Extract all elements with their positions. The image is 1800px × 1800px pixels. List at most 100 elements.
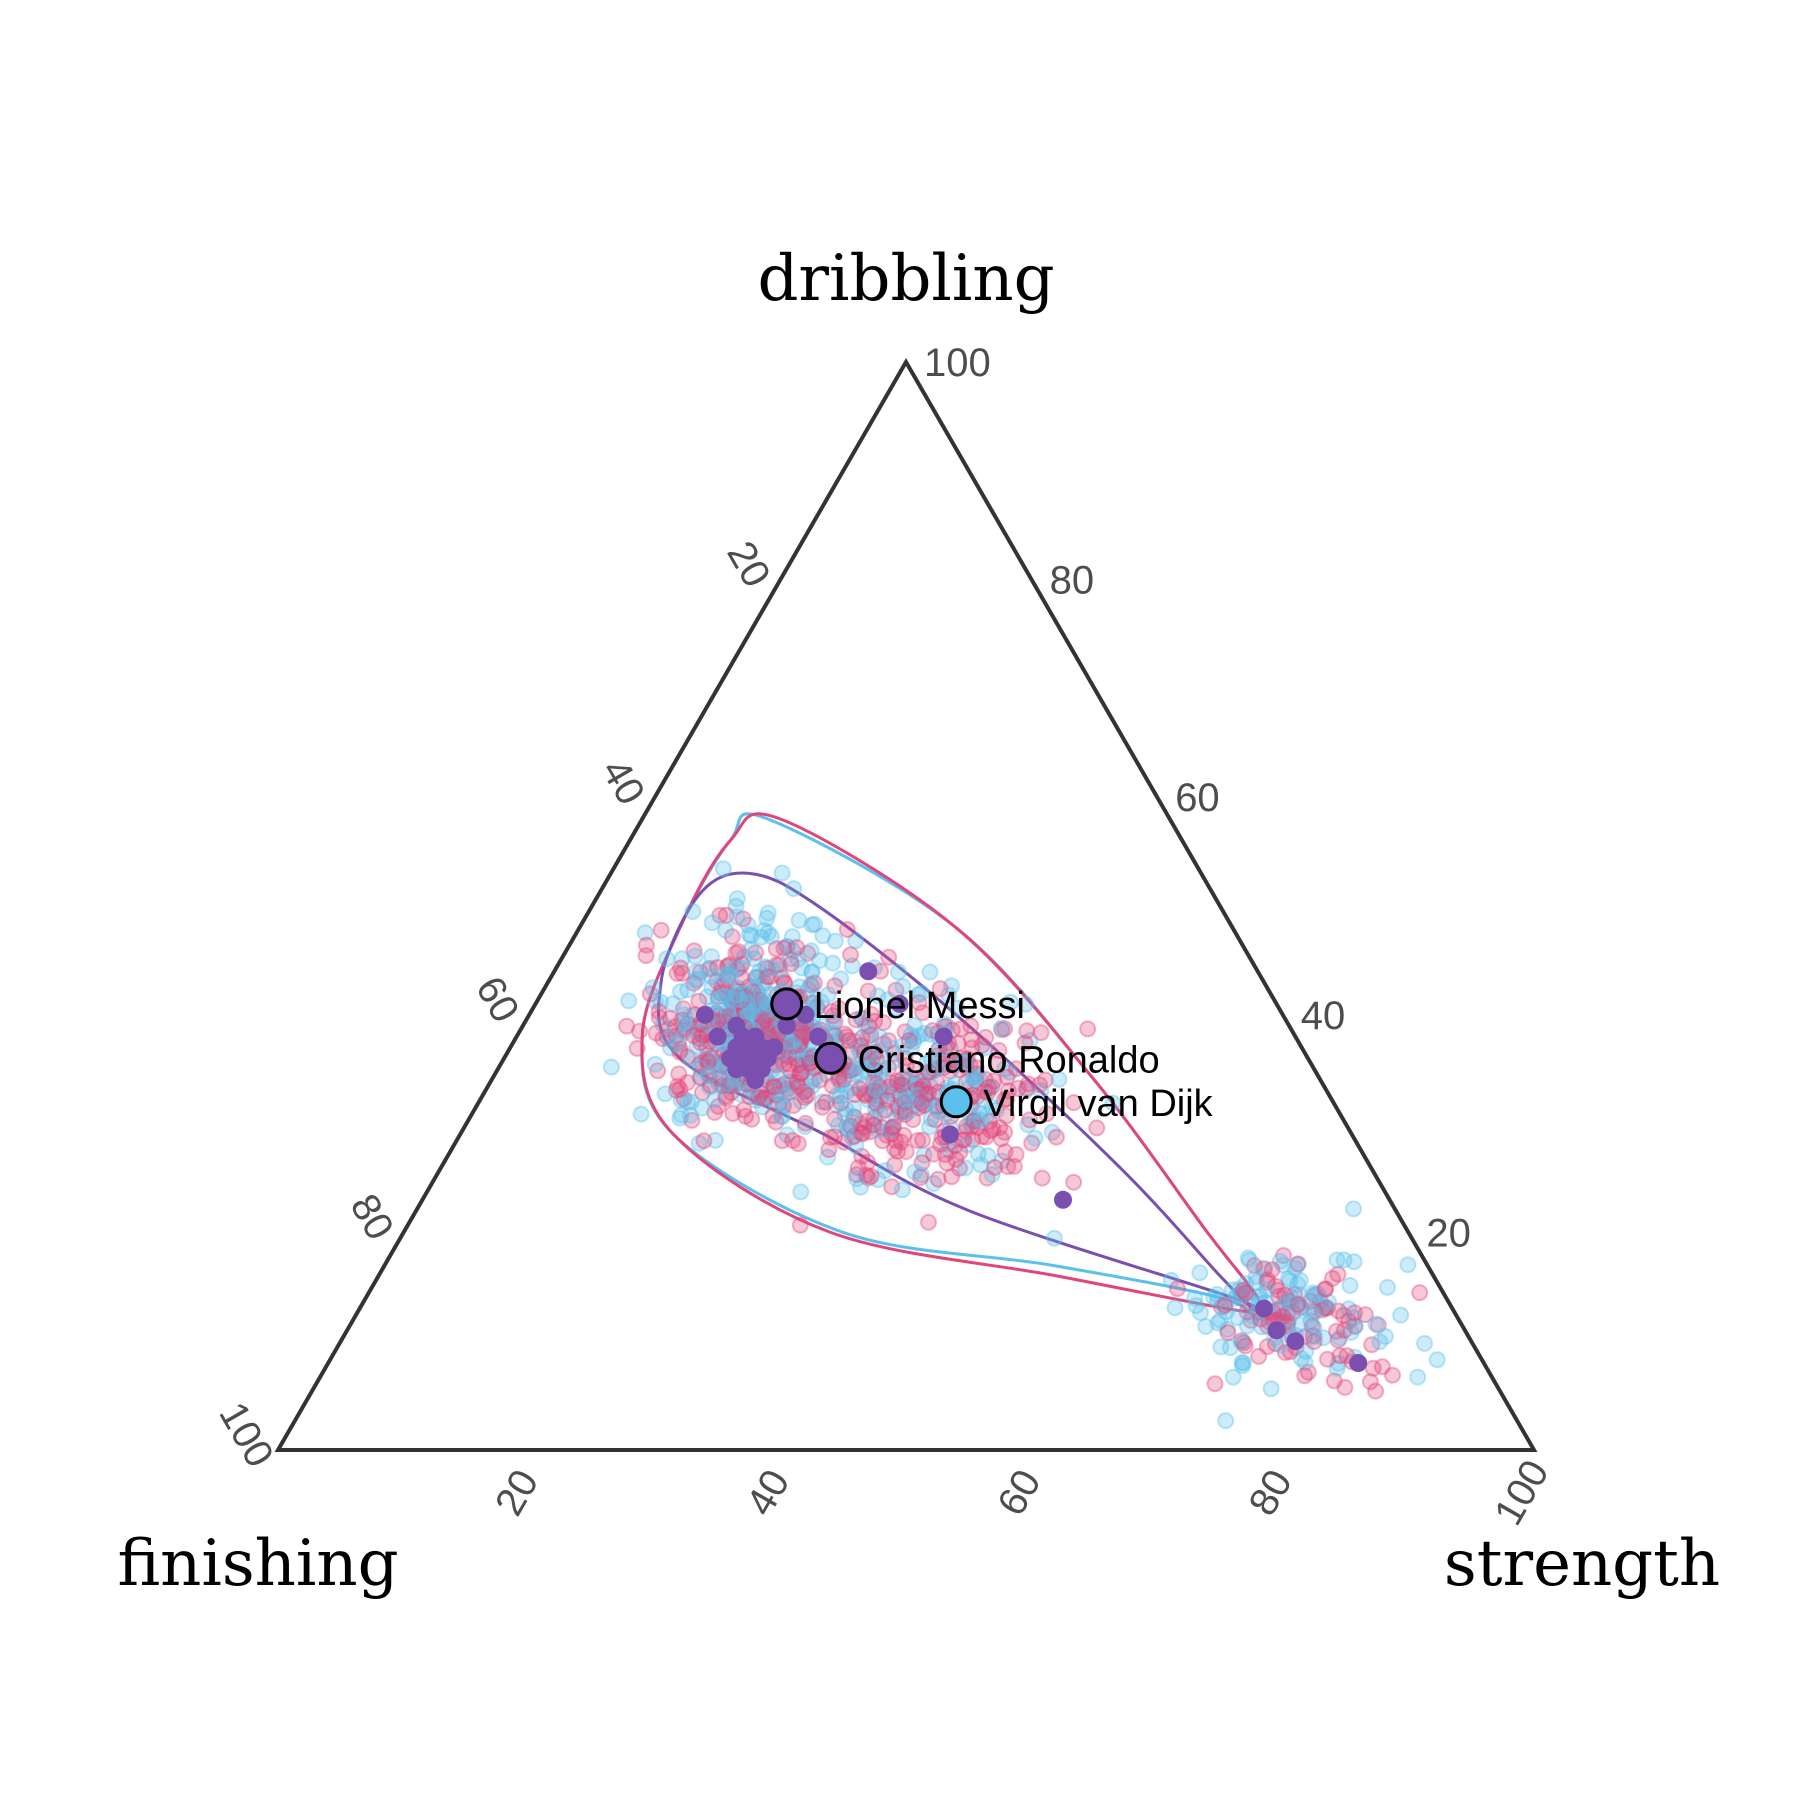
light_blue-point — [849, 1038, 867, 1056]
light_blue-point — [1262, 1380, 1280, 1398]
light_blue-point — [940, 986, 958, 1004]
pink-point — [706, 1104, 724, 1121]
purple-contour — [657, 871, 1263, 1313]
pink-point — [748, 991, 765, 1008]
pink-point — [943, 1168, 961, 1186]
pink-point — [775, 1055, 793, 1073]
light_blue-point — [682, 1050, 700, 1068]
pink-point — [647, 1024, 665, 1042]
light_blue-point — [662, 1039, 679, 1057]
pink-point — [906, 1060, 924, 1078]
light_blue-point — [803, 916, 821, 934]
pink-point — [1263, 1261, 1281, 1279]
pink-point — [947, 1151, 965, 1168]
pink-point — [1305, 1333, 1323, 1351]
pink-point — [714, 1077, 732, 1095]
light_blue-point — [709, 1058, 727, 1076]
light_blue-point — [851, 1044, 869, 1061]
pink-point — [948, 1052, 966, 1070]
pink-point — [717, 1089, 735, 1107]
pink-point — [874, 1119, 891, 1137]
light_blue-point — [1274, 1256, 1292, 1274]
light_blue-point — [846, 1064, 864, 1082]
light_blue-point — [1341, 1277, 1359, 1294]
purple-point — [740, 1038, 758, 1057]
pink-point — [820, 1141, 838, 1159]
pink-point — [1325, 1372, 1343, 1390]
pink-point — [711, 984, 729, 1002]
light_blue-point — [771, 961, 789, 979]
light_blue-point — [916, 1087, 934, 1105]
pink-point — [951, 1159, 968, 1177]
pink-point — [785, 1037, 803, 1055]
pink-point — [973, 1036, 991, 1054]
pink-point — [1363, 1336, 1381, 1354]
light_blue-point — [910, 1027, 928, 1045]
pink-point — [1289, 1296, 1307, 1313]
pink-point — [849, 1159, 867, 1177]
light_blue-point — [644, 979, 662, 997]
light_blue-point — [730, 990, 748, 1008]
pink-point — [699, 1053, 717, 1071]
light_blue-point — [883, 1053, 901, 1071]
light_blue-point — [918, 1054, 936, 1072]
light_blue-point — [847, 1137, 865, 1155]
light_blue-point — [1379, 1278, 1396, 1296]
pink-point — [775, 1097, 793, 1115]
light_blue-point — [760, 1012, 778, 1029]
pink-point — [855, 1085, 873, 1103]
pink-point — [846, 1060, 863, 1077]
tick-dribbling-20: 20 — [1426, 1211, 1471, 1255]
light_blue-point — [703, 1053, 721, 1071]
light_blue-point — [769, 1067, 787, 1085]
pink-point — [896, 1094, 913, 1112]
light_blue-point — [925, 1175, 943, 1192]
pink-point — [897, 1143, 915, 1161]
pink-point — [1007, 1146, 1025, 1163]
pink-point — [880, 1032, 898, 1050]
pink-point — [951, 1143, 969, 1161]
pink-point — [1275, 1247, 1292, 1264]
pink-point — [793, 1023, 811, 1041]
pink-point — [788, 1051, 806, 1069]
pink-point — [1328, 1322, 1345, 1340]
pink-point — [897, 1057, 915, 1075]
light_blue-point — [819, 1148, 836, 1166]
pink-point — [709, 988, 727, 1006]
light_blue-point — [1309, 1285, 1326, 1303]
pink-point — [1280, 1292, 1298, 1310]
tick-strength-40: 40 — [738, 1463, 798, 1524]
purple-point — [809, 1027, 828, 1046]
pink-point — [753, 1010, 771, 1028]
light_blue-point — [1043, 1123, 1061, 1141]
light_blue-point — [868, 1097, 886, 1115]
pink-point — [851, 1080, 869, 1098]
pink-point — [670, 1065, 688, 1083]
pink-point — [914, 1077, 932, 1095]
light_blue-point — [857, 1017, 875, 1035]
light_blue-point — [906, 1096, 923, 1114]
light_blue-point — [1376, 1327, 1394, 1345]
light_blue-point — [905, 1033, 922, 1051]
purple-point — [1255, 1299, 1273, 1318]
pink-point — [1336, 1378, 1354, 1396]
light_blue-point — [728, 999, 746, 1017]
light_blue-point — [871, 1028, 888, 1046]
pink-point — [671, 1080, 689, 1098]
pink-point — [679, 1015, 696, 1033]
pink-point — [1329, 1265, 1347, 1283]
pink-point — [929, 1170, 947, 1188]
light_blue-point — [737, 993, 755, 1011]
pink-point — [718, 985, 736, 1003]
light_blue-point — [879, 1093, 896, 1111]
light_blue-point — [726, 960, 744, 978]
light_blue-point — [1345, 1200, 1362, 1218]
light_blue-point — [755, 921, 773, 939]
light_blue-point — [976, 1039, 994, 1057]
light_blue-point — [894, 978, 912, 996]
light_blue-point — [912, 1072, 930, 1090]
pink-point — [781, 1083, 799, 1101]
pink-point — [716, 1007, 734, 1025]
light_blue-point — [797, 1081, 815, 1099]
